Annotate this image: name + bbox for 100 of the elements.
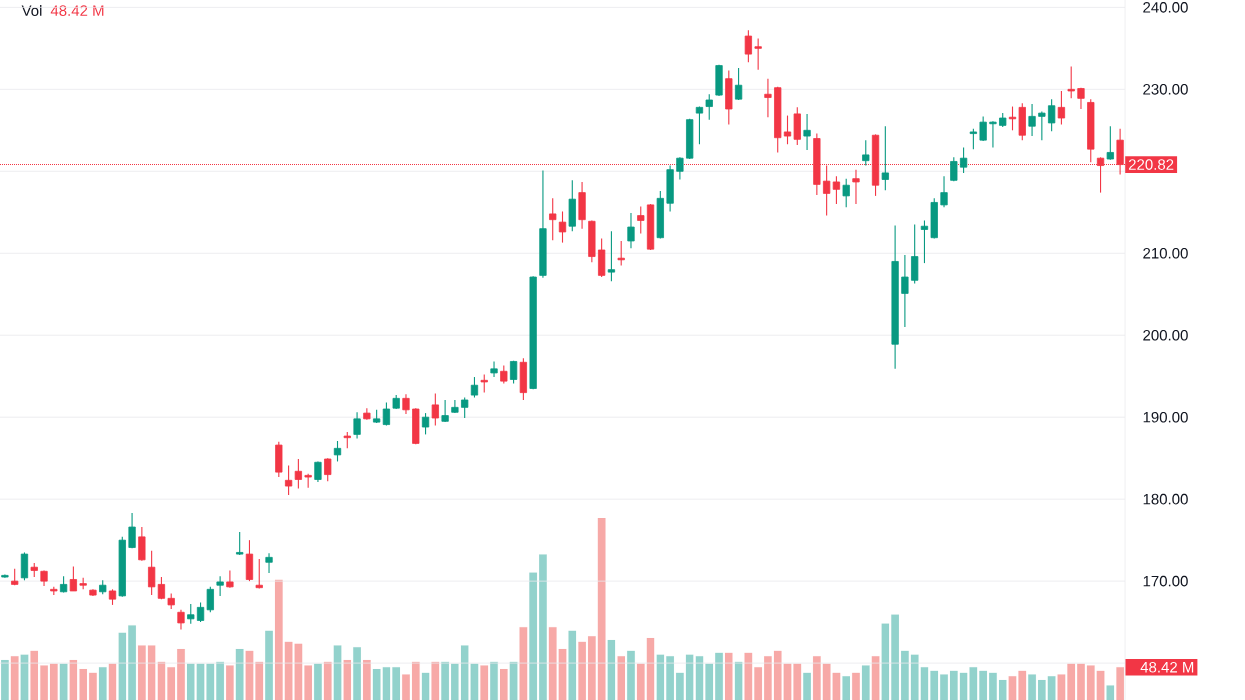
bar: [793, 663, 802, 700]
candlestick: [754, 37, 762, 71]
candlestick: [294, 458, 302, 490]
candlestick: [637, 205, 645, 235]
bar: [989, 672, 997, 700]
candlestick: [1067, 65, 1075, 99]
bar: [509, 661, 518, 700]
candlestick: [353, 411, 361, 440]
candlestick: [148, 550, 156, 596]
bar: [235, 648, 244, 700]
bar: [323, 661, 332, 700]
candlestick: [500, 365, 508, 385]
candlestick: [617, 240, 625, 267]
bar: [333, 645, 342, 700]
bar: [998, 679, 1007, 700]
bar: [1018, 670, 1027, 700]
bar: [167, 667, 176, 700]
candlestick: [862, 139, 870, 167]
bar: [861, 665, 870, 700]
bar: [304, 665, 313, 700]
candlestick: [920, 219, 929, 264]
bar: [441, 661, 449, 700]
bar: [226, 665, 234, 700]
bar: [1037, 679, 1046, 700]
y-tick-label: 170.00: [1143, 575, 1188, 587]
bar: [137, 645, 146, 700]
bar: [284, 641, 293, 700]
bar: [1008, 676, 1017, 700]
candlestick: [461, 396, 469, 419]
y-tick-label: 190.00: [1143, 411, 1188, 423]
candlestick: [989, 120, 997, 149]
text: 48.42 M: [1140, 661, 1194, 673]
annotation: Vol: [21, 4, 42, 16]
candlestick: [1048, 98, 1056, 132]
bar: [1067, 663, 1076, 700]
bar: [274, 579, 283, 700]
candlestick: [421, 412, 430, 435]
candlestick: [764, 78, 772, 118]
candlestick: [451, 399, 459, 414]
bar: [920, 667, 929, 700]
bar: [715, 652, 723, 700]
bar: [196, 663, 205, 700]
bar: [627, 650, 635, 700]
bar: [216, 661, 224, 700]
bar: [754, 667, 763, 700]
y-tick-label: 180.00: [1143, 493, 1188, 505]
bar: [979, 670, 988, 700]
y-tick-label: 230.00: [1143, 84, 1188, 95]
bar: [587, 636, 596, 700]
bar: [1057, 674, 1066, 700]
bar: [59, 663, 68, 700]
bar: [49, 663, 58, 700]
candlestick: [901, 254, 909, 328]
candlestick: [558, 210, 567, 244]
bar: [177, 648, 185, 700]
candlestick: [206, 586, 214, 613]
candlestick: [324, 457, 332, 482]
bar: [1096, 670, 1105, 700]
candlestick: [138, 526, 146, 562]
bar: [901, 650, 909, 700]
y-tick-label: 240.00: [1143, 2, 1188, 13]
bar: [265, 630, 273, 700]
bar: [245, 650, 254, 700]
candlestick: [69, 565, 78, 592]
bar: [558, 648, 567, 700]
bar: [1116, 667, 1124, 700]
candlestick: [969, 128, 977, 150]
candlestick: [177, 609, 185, 631]
candlestick: [1028, 103, 1036, 137]
bar: [294, 643, 303, 700]
bar: [362, 659, 371, 700]
bar: [822, 663, 831, 700]
bar: [372, 668, 381, 700]
bar: [930, 670, 939, 700]
bar: [431, 661, 440, 700]
annotation: 48.42 M: [50, 5, 104, 16]
bar: [98, 667, 107, 700]
candlestick: [911, 224, 919, 285]
bar: [206, 663, 215, 700]
bar: [402, 674, 410, 700]
y-tick-label: 200.00: [1143, 329, 1188, 341]
y-tick-label: 210.00: [1143, 247, 1188, 259]
candlestick: [1038, 110, 1046, 141]
bar: [411, 661, 420, 700]
bar: [852, 672, 860, 700]
candlestick: [744, 29, 752, 63]
candlestick: [226, 569, 234, 589]
candlestick: [255, 558, 263, 590]
bar: [705, 663, 714, 700]
candlestick: [832, 175, 841, 205]
bar: [676, 672, 684, 700]
candlestick: [431, 392, 439, 426]
candlestick: [705, 93, 713, 121]
bar: [803, 672, 811, 700]
candlestick: [314, 460, 322, 483]
candlestick: [20, 551, 29, 581]
candlestick: [959, 146, 968, 174]
candlestick: [783, 115, 792, 145]
candlestick: [128, 512, 136, 549]
bar: [1028, 674, 1036, 700]
